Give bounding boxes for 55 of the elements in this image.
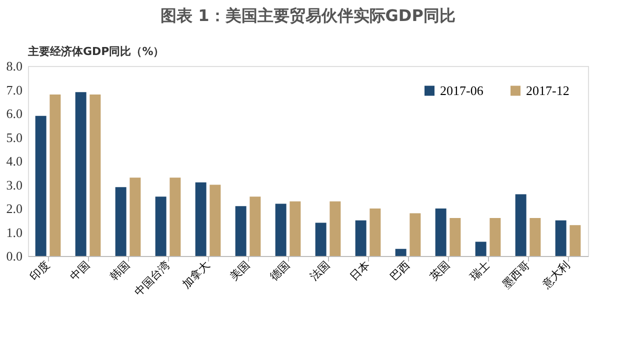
x-tick-label: 墨西哥 xyxy=(500,258,532,292)
x-tick-label: 中国台湾 xyxy=(132,258,172,299)
y-tick-label: 8.0 xyxy=(6,58,22,74)
bar xyxy=(35,116,46,256)
x-tick-label: 瑞士 xyxy=(467,258,492,284)
bar xyxy=(290,201,301,256)
x-tick-label: 加拿大 xyxy=(180,258,212,292)
bar xyxy=(355,220,366,256)
bar xyxy=(210,184,221,256)
x-tick-label: 日本 xyxy=(347,258,372,284)
bar xyxy=(530,218,541,256)
y-tick-label: 0.0 xyxy=(6,248,22,264)
bar xyxy=(275,204,286,256)
bar xyxy=(475,242,486,256)
bar xyxy=(315,222,326,256)
chart-title: 图表 1：美国主要贸易伙伴实际GDP同比 xyxy=(160,6,456,25)
x-tick-label: 韩国 xyxy=(107,258,132,284)
y-tick-label: 7.0 xyxy=(6,82,22,98)
x-tick-label: 印度 xyxy=(27,258,52,284)
bar xyxy=(170,178,181,256)
y-tick-label: 3.0 xyxy=(6,177,22,192)
bar xyxy=(75,92,86,256)
y-tick-label: 6.0 xyxy=(6,106,22,121)
y-tick-label: 4.0 xyxy=(6,154,22,168)
x-tick-label: 中国 xyxy=(67,258,92,284)
x-tick-label: 意大利 xyxy=(539,258,572,292)
x-tick-label: 巴西 xyxy=(387,258,412,284)
bar xyxy=(395,248,406,256)
bar xyxy=(330,201,341,256)
bar xyxy=(570,225,581,256)
x-tick-label: 英国 xyxy=(427,258,452,284)
bar xyxy=(370,208,381,256)
bar xyxy=(130,178,141,256)
y-tick-label: 5.0 xyxy=(6,130,22,145)
bar xyxy=(515,194,526,256)
bar xyxy=(115,187,126,256)
x-tick-label: 美国 xyxy=(227,258,252,284)
bar xyxy=(50,94,61,256)
bar xyxy=(235,206,246,256)
y-axis-title: 主要经济体GDP同比（%） xyxy=(27,45,164,58)
bar xyxy=(250,196,261,256)
bar xyxy=(555,220,566,256)
bar xyxy=(90,94,101,256)
bar xyxy=(490,218,501,256)
bar xyxy=(155,196,166,256)
y-tick-label: 1.0 xyxy=(6,224,22,240)
bar xyxy=(195,182,206,256)
bar xyxy=(435,208,446,256)
x-tick-label: 德国 xyxy=(267,258,292,284)
legend-label: 2017-06 xyxy=(440,82,484,98)
bar xyxy=(410,213,421,256)
y-tick-label: 2.0 xyxy=(6,201,22,216)
x-tick-label: 法国 xyxy=(307,258,332,284)
bar xyxy=(450,218,461,256)
legend-label: 2017-12 xyxy=(526,82,570,98)
